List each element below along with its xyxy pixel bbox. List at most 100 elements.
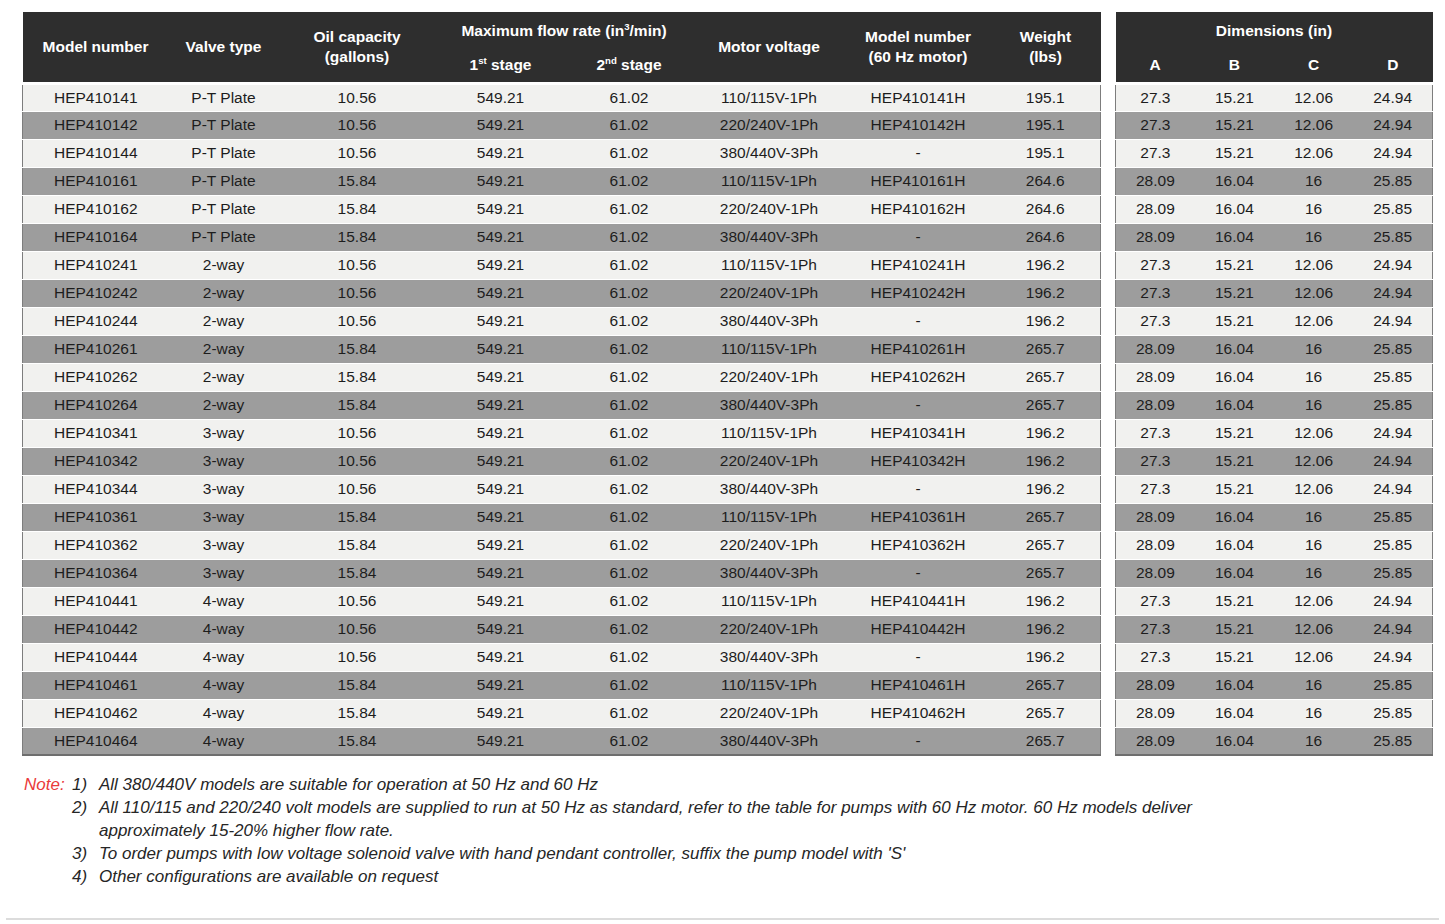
cell-dim-a: 28.09 (1116, 671, 1195, 699)
cell-dim-b: 15.21 (1195, 615, 1274, 643)
cell-valve: 4-way (169, 699, 279, 727)
cell-stage1: 549.21 (436, 307, 566, 335)
spec-sheet-page: Model number Valve type Oil capacity (ga… (0, 0, 1445, 924)
cell-weight: 264.6 (991, 195, 1101, 223)
cell-model-60hz: HEP410462H (846, 699, 991, 727)
cell-weight: 195.1 (991, 83, 1101, 111)
cell-model-60hz: HEP410361H (846, 503, 991, 531)
header-stage2-sup: nd (605, 55, 617, 66)
header-oil-capacity: Oil capacity (gallons) (279, 12, 436, 83)
cell-dim-a: 27.3 (1116, 111, 1195, 139)
cell-model-60hz: HEP410362H (846, 531, 991, 559)
cell-stage1: 549.21 (436, 111, 566, 139)
cell-model-60hz: - (846, 307, 991, 335)
table-row: HEP4104414-way10.56549.2161.02110/115V-1… (23, 587, 1101, 615)
cell-model: HEP410344 (23, 475, 169, 503)
cell-model: HEP410362 (23, 531, 169, 559)
cell-dim-d: 25.85 (1353, 503, 1432, 531)
cell-dim-a: 27.3 (1116, 279, 1195, 307)
cell-model-60hz: HEP410161H (846, 167, 991, 195)
header-stage2-label: stage (617, 56, 662, 73)
cell-model-60hz: - (846, 727, 991, 755)
cell-voltage: 380/440V-3Ph (693, 223, 846, 251)
cell-voltage: 380/440V-3Ph (693, 727, 846, 755)
cell-oil: 15.84 (279, 363, 436, 391)
cell-model: HEP410442 (23, 615, 169, 643)
table-row: 27.315.2112.0624.94 (1116, 279, 1433, 307)
table-row: HEP4103413-way10.56549.2161.02110/115V-1… (23, 419, 1101, 447)
cell-oil: 10.56 (279, 587, 436, 615)
table-row: 27.315.2112.0624.94 (1116, 615, 1433, 643)
cell-oil: 10.56 (279, 419, 436, 447)
cell-stage1: 549.21 (436, 167, 566, 195)
notes-section: Note: 1) All 380/440V models are suitabl… (24, 773, 1239, 888)
cell-valve: 2-way (169, 307, 279, 335)
cell-stage2: 61.02 (566, 363, 693, 391)
header-motor-voltage: Motor voltage (693, 12, 846, 83)
header-stage-1: 1st stage (436, 49, 566, 83)
cell-valve: P-T Plate (169, 167, 279, 195)
cell-dim-d: 24.94 (1353, 615, 1432, 643)
cell-dim-b: 15.21 (1195, 419, 1274, 447)
cell-dim-d: 25.85 (1353, 699, 1432, 727)
cell-model-60hz: - (846, 139, 991, 167)
table-row: HEP410141P-T Plate10.56549.2161.02110/11… (23, 83, 1101, 111)
cell-dim-b: 16.04 (1195, 727, 1274, 755)
cell-dim-b: 15.21 (1195, 251, 1274, 279)
cell-dim-a: 28.09 (1116, 503, 1195, 531)
cell-dim-a: 27.3 (1116, 83, 1195, 111)
cell-dim-c: 12.06 (1274, 587, 1353, 615)
cell-oil: 10.56 (279, 447, 436, 475)
cell-valve: 4-way (169, 615, 279, 643)
table-row: 28.0916.041625.85 (1116, 223, 1433, 251)
cell-weight: 265.7 (991, 363, 1101, 391)
header-weight: Weight (lbs) (991, 12, 1101, 83)
cell-voltage: 380/440V-3Ph (693, 643, 846, 671)
table-row: 27.315.2112.0624.94 (1116, 83, 1433, 111)
cell-dim-c: 12.06 (1274, 643, 1353, 671)
cell-stage2: 61.02 (566, 475, 693, 503)
cell-dim-b: 15.21 (1195, 111, 1274, 139)
cell-weight: 196.2 (991, 587, 1101, 615)
cell-model-60hz: HEP410141H (846, 83, 991, 111)
cell-weight: 264.6 (991, 167, 1101, 195)
cell-model-60hz: - (846, 223, 991, 251)
cell-oil: 15.84 (279, 699, 436, 727)
cell-voltage: 220/240V-1Ph (693, 447, 846, 475)
cell-voltage: 110/115V-1Ph (693, 251, 846, 279)
cell-weight: 196.2 (991, 475, 1101, 503)
table-row: HEP4102412-way10.56549.2161.02110/115V-1… (23, 251, 1101, 279)
cell-oil: 10.56 (279, 307, 436, 335)
cell-valve: P-T Plate (169, 83, 279, 111)
cell-stage2: 61.02 (566, 727, 693, 755)
cell-dim-a: 28.09 (1116, 223, 1195, 251)
table-row: 28.0916.041625.85 (1116, 531, 1433, 559)
table-row: HEP410164P-T Plate15.84549.2161.02380/44… (23, 223, 1101, 251)
cell-model-60hz: HEP410261H (846, 335, 991, 363)
cell-weight: 265.7 (991, 391, 1101, 419)
cell-valve: 4-way (169, 643, 279, 671)
cell-dim-a: 27.3 (1116, 251, 1195, 279)
cell-dim-b: 16.04 (1195, 503, 1274, 531)
cell-stage1: 549.21 (436, 671, 566, 699)
cell-model: HEP410342 (23, 447, 169, 475)
bottom-divider (6, 918, 1439, 920)
cell-dim-b: 15.21 (1195, 643, 1274, 671)
cell-dim-c: 16 (1274, 671, 1353, 699)
cell-dim-c: 12.06 (1274, 615, 1353, 643)
cell-stage1: 549.21 (436, 503, 566, 531)
cell-weight: 195.1 (991, 111, 1101, 139)
cell-voltage: 220/240V-1Ph (693, 111, 846, 139)
header-dim-a: A (1116, 49, 1195, 83)
cell-oil: 10.56 (279, 615, 436, 643)
cell-model: HEP410264 (23, 391, 169, 419)
cell-dim-a: 27.3 (1116, 615, 1195, 643)
note-text: All 380/440V models are suitable for ope… (99, 773, 1239, 796)
cell-dim-a: 28.09 (1116, 195, 1195, 223)
note-number: 1) (72, 773, 99, 796)
cell-dim-a: 27.3 (1116, 139, 1195, 167)
cell-model-60hz: HEP410441H (846, 587, 991, 615)
cell-stage1: 549.21 (436, 419, 566, 447)
cell-dim-a: 28.09 (1116, 727, 1195, 755)
cell-model-60hz: - (846, 391, 991, 419)
